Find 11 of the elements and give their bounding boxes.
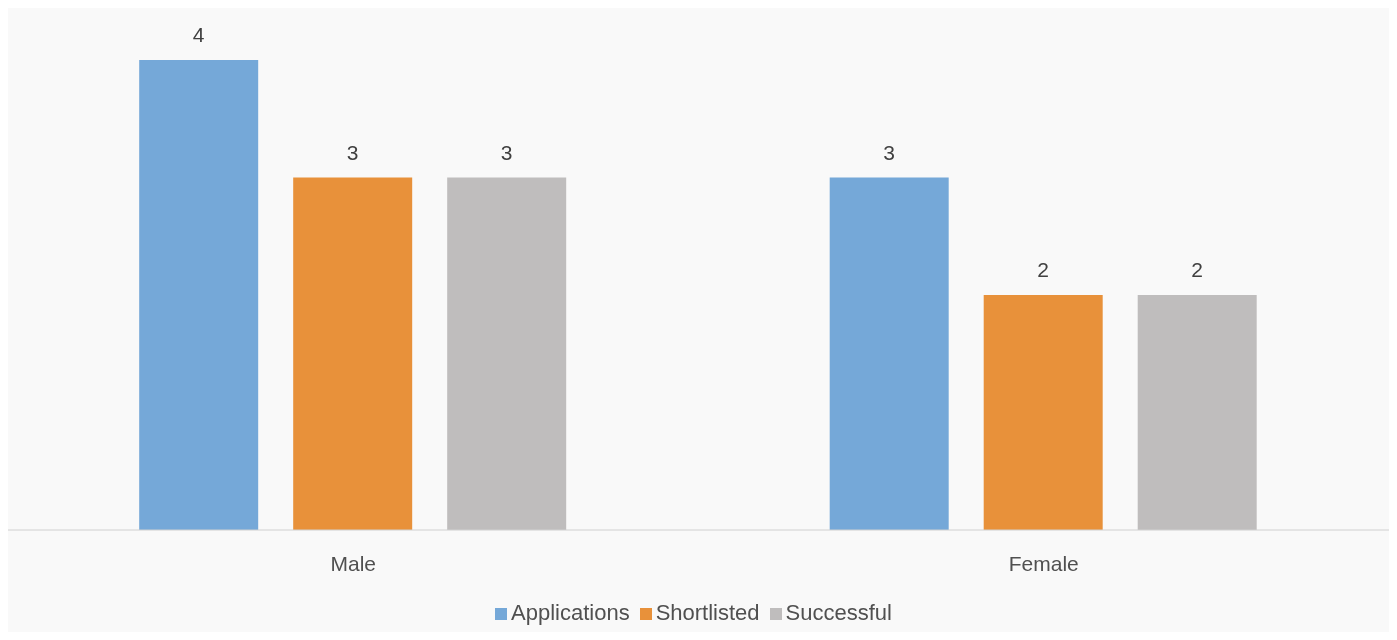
data-label: 4 [192,23,205,46]
legend-label: Shortlisted [655,600,760,625]
data-label: 2 [1037,258,1050,281]
data-label: 3 [500,140,513,164]
legend-label: Successful [785,600,892,625]
x-tick-label: Female [1008,551,1079,575]
x-tick-label: Male [330,551,377,575]
data-label: 2 [1191,258,1204,281]
legend-label: Applications [511,600,630,625]
data-label: 3 [883,140,896,164]
data-label: 3 [346,140,359,164]
